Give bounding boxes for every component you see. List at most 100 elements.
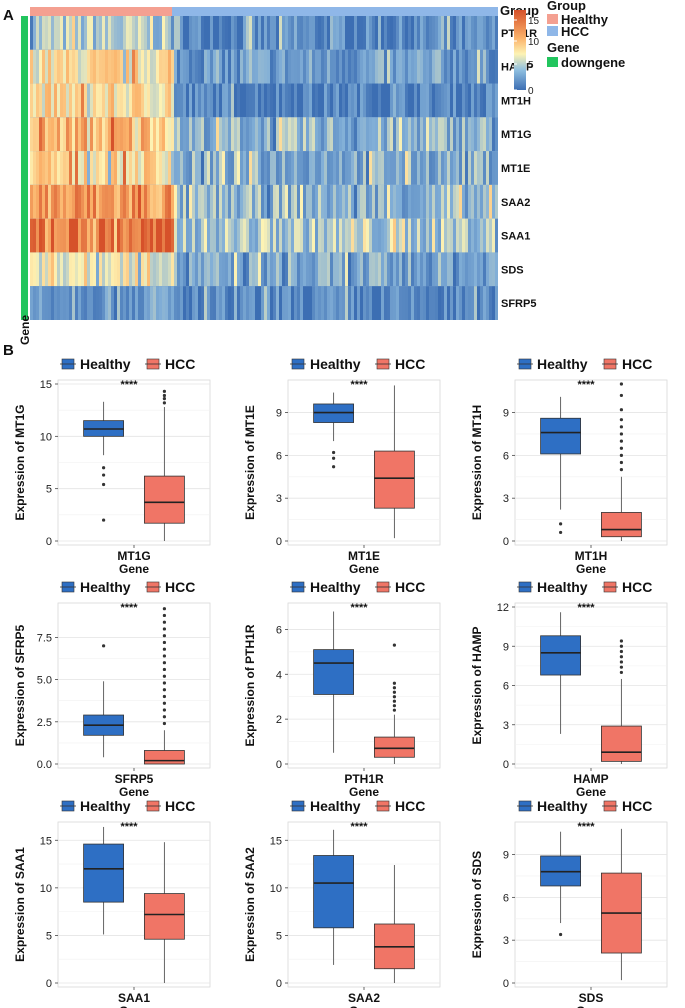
x-axis-title: Gene — [576, 785, 606, 799]
outlier-point — [559, 522, 563, 526]
box-hcc — [601, 725, 642, 762]
x-tick-label: PTH1R — [344, 772, 384, 786]
y-axis-title: Expression of MT1H — [470, 405, 484, 520]
outlier-point — [162, 607, 166, 611]
outlier-point — [619, 408, 624, 412]
y-tick-label: 6 — [276, 450, 282, 462]
outlier-point — [619, 639, 624, 643]
legend-item-healthy: Healthy — [561, 12, 609, 27]
y-tick-label: 9 — [503, 641, 509, 653]
outlier-point — [619, 393, 624, 398]
x-tick-label: HAMP — [573, 772, 608, 786]
boxplot-legend: Healthy HCC — [60, 798, 195, 814]
boxplot-legend: Healthy HCC — [290, 356, 425, 372]
x-tick-label: SFRP5 — [115, 772, 154, 786]
significance-label: **** — [577, 602, 595, 614]
legend-gene-title: Gene — [547, 40, 580, 55]
outlier-point — [162, 401, 166, 405]
outlier-point — [619, 418, 624, 422]
x-axis-title: Gene — [349, 785, 379, 799]
plot-panel — [57, 821, 211, 988]
outlier-point — [619, 644, 624, 648]
outlier-point — [162, 667, 166, 672]
x-tick-label: MT1E — [348, 549, 380, 563]
y-axis-title: Expression of SAA1 — [13, 847, 27, 962]
legend-label-hcc: HCC — [395, 356, 425, 372]
panel-label-a: A — [3, 7, 14, 24]
outlier-point — [619, 439, 624, 443]
outlier-point — [162, 674, 166, 678]
heatmap-gene-label: MT1H — [501, 95, 531, 107]
boxplot-legend: Healthy HCC — [517, 798, 652, 814]
outlier-point — [619, 670, 624, 675]
y-tick-label: 15 — [270, 835, 282, 847]
y-axis-title: Expression of MT1G — [13, 404, 27, 520]
y-tick-label: 0 — [503, 536, 509, 548]
heatmap-gene-label: SAA1 — [501, 231, 530, 243]
heatmap-row-mt1g — [30, 117, 498, 152]
heatmap-gene-label: MT1E — [501, 163, 530, 175]
outlier-point — [162, 393, 166, 398]
y-axis-title: Expression of SDS — [470, 851, 484, 958]
outlier-point — [392, 643, 396, 647]
boxplot-legend: Healthy HCC — [517, 356, 652, 372]
legend-label-hcc: HCC — [622, 798, 652, 814]
box-hcc — [373, 450, 415, 509]
heatmap-gene-label: MT1G — [501, 129, 532, 141]
boxplot-sds: Healthy HCC 0 3 6 9 **** SDSGene Expression of S… — [470, 798, 668, 1008]
y-tick-label: 6 — [503, 892, 509, 904]
x-tick-label: SDS — [579, 991, 604, 1005]
legend-item-hcc: HCC — [561, 24, 590, 39]
outlier-point — [162, 694, 166, 699]
outlier-point — [162, 688, 166, 692]
outlier-point — [619, 660, 624, 664]
legend-swatch-downgene — [547, 57, 558, 67]
outlier-point — [102, 473, 106, 477]
plot-panel — [287, 379, 441, 546]
box-hcc — [601, 512, 642, 538]
box-hcc — [373, 736, 415, 758]
legend-label-hcc: HCC — [622, 356, 652, 372]
y-axis-title: Expression of PTH1R — [243, 624, 257, 746]
outlier-point — [102, 482, 106, 487]
y-axis-title: Expression of SFRP5 — [13, 624, 27, 746]
y-tick-label: 3 — [276, 493, 282, 505]
y-tick-label: 10 — [270, 883, 282, 895]
x-axis-title: Gene — [576, 562, 606, 576]
legend-label-hcc: HCC — [395, 798, 425, 814]
y-tick-label: 2 — [276, 714, 282, 726]
x-axis-title: Gene — [119, 785, 149, 799]
outlier-point — [392, 695, 396, 699]
outlier-point — [162, 627, 166, 631]
heatmap: PTH1RHAMPMT1HMT1GMT1ESAA2SAA1SDSSFRP5 Ge… — [18, 0, 625, 345]
box-healthy — [313, 649, 355, 695]
outlier-point — [392, 708, 396, 712]
y-tick-label: 0 — [46, 978, 52, 990]
y-tick-label: 15 — [40, 835, 52, 847]
heatmap-row-hamp — [30, 49, 498, 84]
outlier-point — [162, 681, 166, 685]
y-tick-label: 9 — [276, 408, 282, 420]
plot-panel — [287, 821, 441, 988]
outlier-point — [332, 450, 336, 455]
significance-label: **** — [120, 602, 138, 614]
outlier-point — [162, 634, 166, 638]
y-tick-label: 7.5 — [37, 632, 52, 644]
outlier-point — [162, 654, 166, 658]
legend-item-downgene: downgene — [561, 55, 625, 70]
y-tick-label: 0 — [276, 759, 282, 771]
y-tick-label: 2.5 — [37, 717, 52, 729]
outlier-point — [392, 690, 396, 694]
heatmap-cells — [30, 16, 498, 320]
color-scale-tick: 5 — [528, 60, 534, 71]
y-tick-label: 5.0 — [37, 675, 52, 687]
plot-panel — [514, 821, 668, 988]
heatmap-row-mt1e — [30, 151, 498, 185]
group-bar-healthy — [30, 7, 172, 16]
y-tick-label: 6 — [503, 450, 509, 462]
outlier-point — [559, 530, 563, 535]
